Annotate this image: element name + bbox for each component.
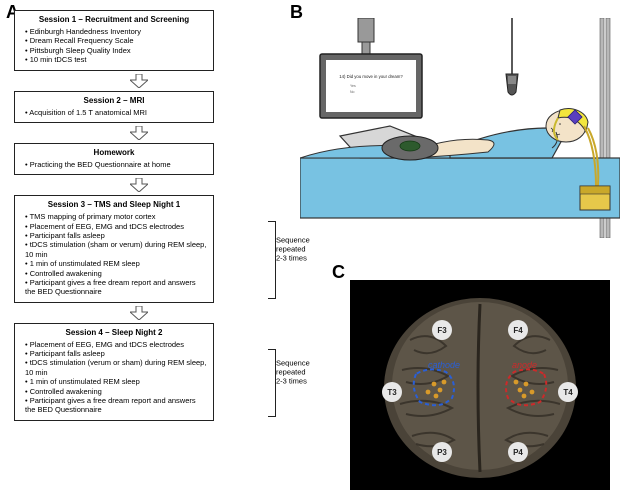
box-item: Participant gives a free dream report an… bbox=[25, 396, 207, 415]
box-item: Practicing the BED Questionnaire at home bbox=[25, 160, 207, 169]
box-item: Placement of EEG, EMG and tDCS electrode… bbox=[25, 340, 207, 349]
panel-a-flowchart: Session 1 – Recruitment and Screening Edi… bbox=[14, 10, 264, 421]
sequence-label: Sequencerepeated2-3 times bbox=[276, 235, 318, 262]
box-item: Participant gives a free dream report an… bbox=[25, 278, 207, 297]
cathode-label: cathode bbox=[428, 360, 460, 370]
box-item: Placement of EEG, EMG and tDCS electrode… bbox=[25, 222, 207, 231]
box-item: 10 min tDCS test bbox=[25, 55, 207, 64]
box-item: tDCS stimulation (verum or sham) during … bbox=[25, 358, 207, 377]
box-item: Dream Recall Frequency Scale bbox=[25, 36, 207, 45]
panel-b-illustration: 14) Did you move in your dream? Yes No bbox=[300, 18, 620, 238]
svg-text:F3: F3 bbox=[437, 326, 447, 335]
box-item: TMS mapping of primary motor cortex bbox=[25, 212, 207, 221]
box-item: Acquisition of 1.5 T anatomical MRI bbox=[25, 108, 207, 117]
panel-label-c: C bbox=[332, 262, 345, 283]
flowchart-box: Homework Practicing the BED Questionnaire… bbox=[14, 143, 214, 175]
sequence-label: Sequencerepeated2-3 times bbox=[276, 358, 318, 385]
box-item: Edinburgh Handedness Inventory bbox=[25, 27, 207, 36]
box-title: Session 1 – Recruitment and Screening bbox=[21, 15, 207, 25]
box-item: Controlled awakening bbox=[25, 387, 207, 396]
svg-text:P3: P3 bbox=[437, 448, 447, 457]
box-item: Pittsburgh Sleep Quality Index bbox=[25, 46, 207, 55]
monitor-text: 14) Did you move in your dream? bbox=[339, 74, 403, 79]
box-item: 1 min of unstimulated REM sleep bbox=[25, 259, 207, 268]
flowchart-box: Session 4 – Sleep Night 2 Placement of EE… bbox=[14, 323, 214, 421]
flowchart-box: Session 3 – TMS and Sleep Night 1 TMS map… bbox=[14, 195, 214, 302]
flowchart-box: Session 1 – Recruitment and Screening Edi… bbox=[14, 10, 214, 71]
box-item: 1 min of unstimulated REM sleep bbox=[25, 377, 207, 386]
anode-label: anode bbox=[512, 360, 537, 370]
panel-c-brain: F3 F4 T3 T4 P3 P4 cathode anode bbox=[350, 280, 610, 490]
box-title: Session 4 – Sleep Night 2 bbox=[21, 328, 207, 338]
svg-text:T4: T4 bbox=[563, 388, 573, 397]
svg-text:Yes: Yes bbox=[350, 84, 356, 88]
svg-text:No: No bbox=[350, 90, 355, 94]
box-item: Controlled awakening bbox=[25, 269, 207, 278]
svg-text:F4: F4 bbox=[513, 326, 523, 335]
svg-text:T3: T3 bbox=[387, 388, 397, 397]
flowchart-box: Session 2 – MRI Acquisition of 1.5 T anat… bbox=[14, 91, 214, 123]
box-title: Session 2 – MRI bbox=[21, 96, 207, 106]
box-title: Homework bbox=[21, 148, 207, 158]
box-item: Participant falls asleep bbox=[25, 231, 207, 240]
box-item: Participant falls asleep bbox=[25, 349, 207, 358]
box-item: tDCS stimulation (sham or verum) during … bbox=[25, 240, 207, 259]
svg-text:P4: P4 bbox=[513, 448, 523, 457]
box-title: Session 3 – TMS and Sleep Night 1 bbox=[21, 200, 207, 210]
